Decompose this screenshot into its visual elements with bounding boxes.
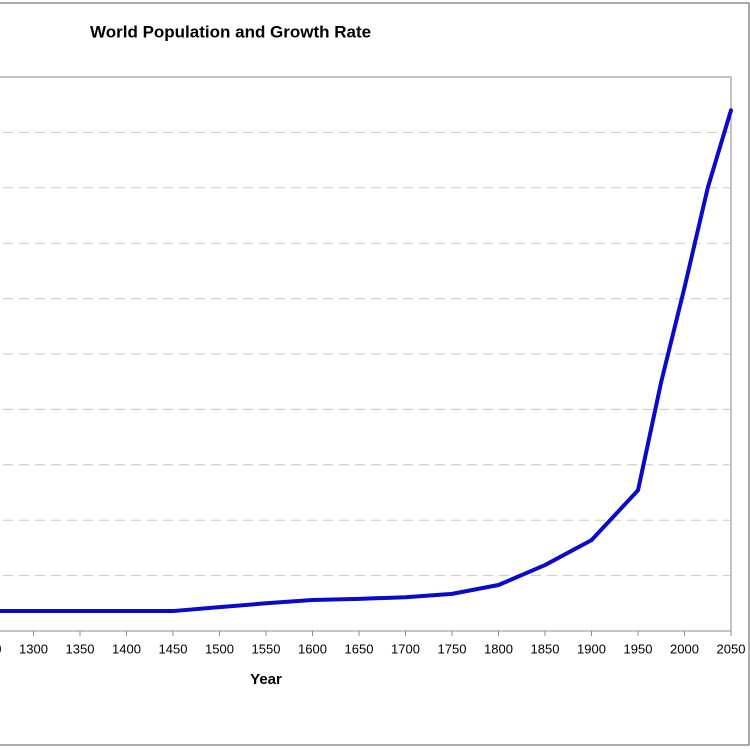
x-tick-label: 2000 [670, 641, 699, 656]
x-tick-label: 1300 [19, 641, 48, 656]
x-tick-label: 1700 [391, 641, 420, 656]
x-tick-label: 1900 [577, 641, 606, 656]
x-tick-label: 1650 [345, 641, 374, 656]
x-tick-label: 1500 [205, 641, 234, 656]
x-tick-label: 2050 [717, 641, 746, 656]
x-tick-label: 1750 [438, 641, 467, 656]
x-tick-label: 1450 [159, 641, 188, 656]
x-tick-label: 1400 [112, 641, 141, 656]
x-tick-label: 1800 [484, 641, 513, 656]
x-axis-title: Year [250, 671, 282, 688]
chart-title: World Population and Growth Rate [90, 22, 371, 41]
data-line [0, 108, 733, 614]
x-tick-label: 1250 [0, 641, 1, 656]
x-tick-label: 1350 [66, 641, 95, 656]
x-tick-label: 1850 [531, 641, 560, 656]
plot-area [0, 76, 732, 632]
x-tick-label: 1950 [624, 641, 653, 656]
x-tick-label: 1550 [252, 641, 281, 656]
x-tick-label: 1600 [298, 641, 327, 656]
